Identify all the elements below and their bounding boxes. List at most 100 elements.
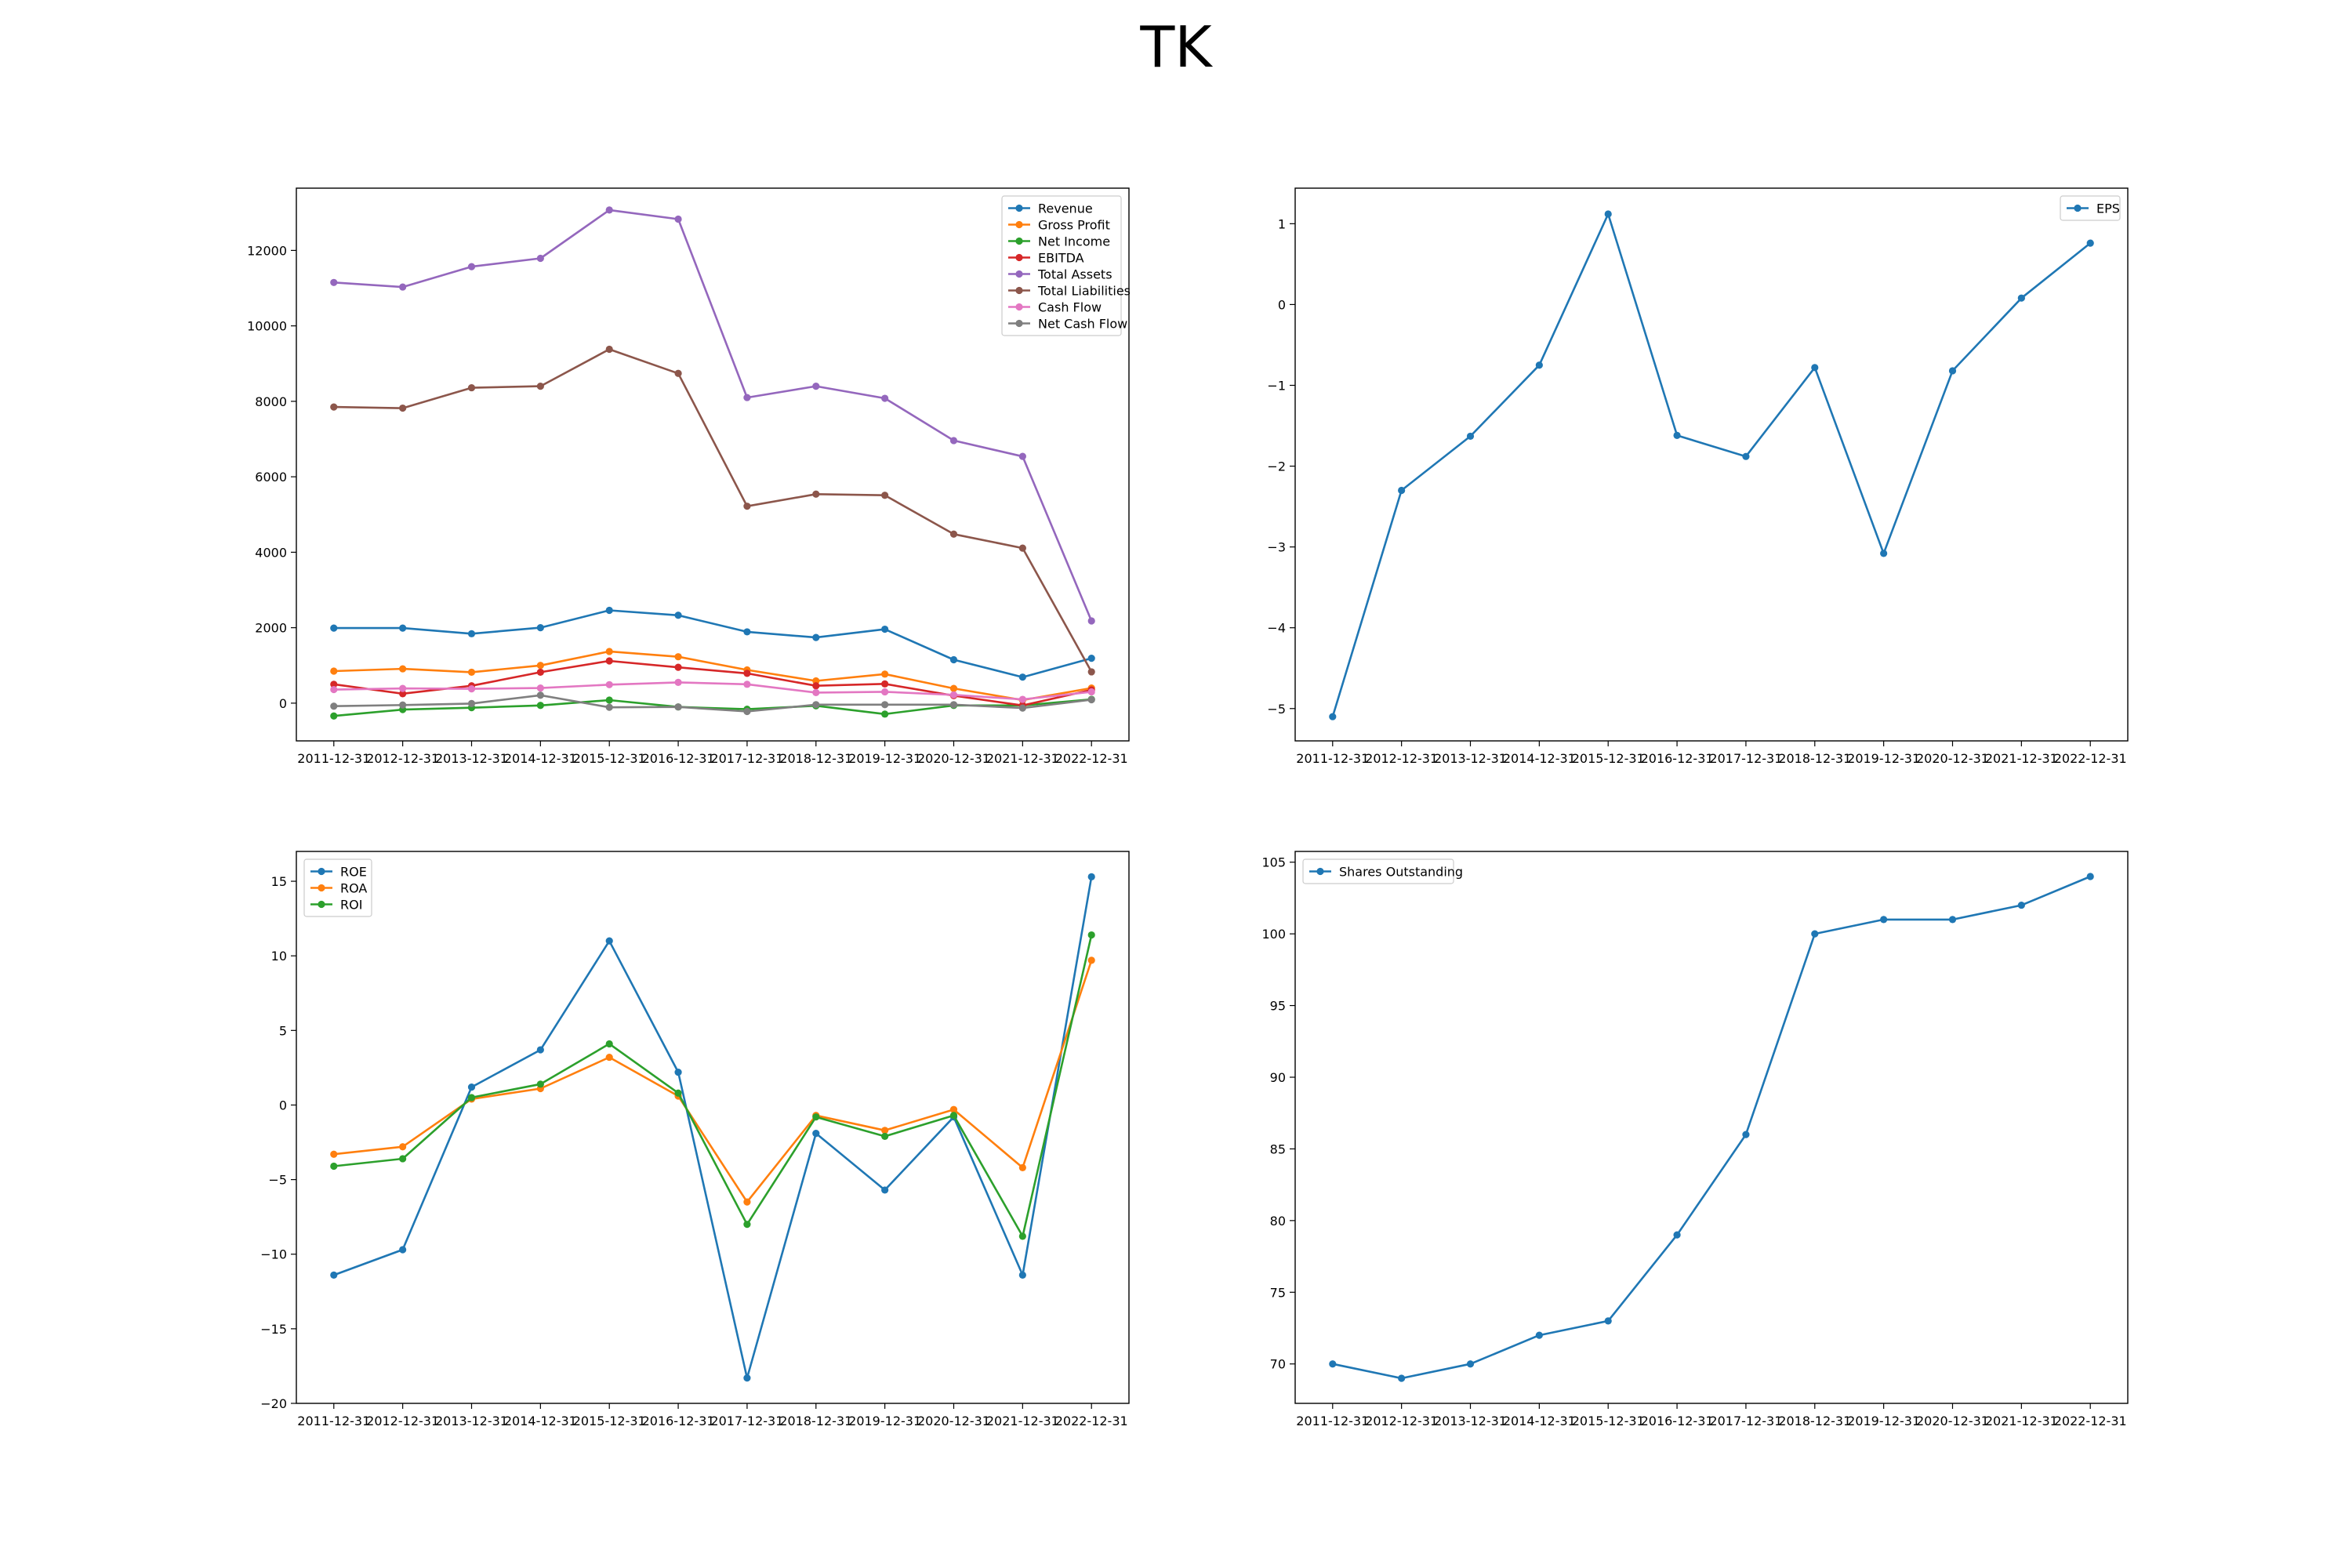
data-point <box>605 681 613 688</box>
x-tick-label: 2012-12-31 <box>366 1414 439 1428</box>
data-point <box>467 263 476 270</box>
legend-marker <box>1015 204 1023 212</box>
data-point <box>1604 1317 1612 1325</box>
x-tick-label: 2018-12-31 <box>779 1414 852 1428</box>
data-point <box>674 215 682 223</box>
data-point <box>1018 704 1026 712</box>
data-point <box>330 624 338 632</box>
x-tick-label: 2016-12-31 <box>1641 1414 1714 1428</box>
data-point <box>605 696 613 704</box>
data-point <box>467 630 476 637</box>
data-point <box>399 684 407 692</box>
legend-marker <box>1015 303 1023 311</box>
data-point <box>1329 713 1337 720</box>
data-point <box>1880 916 1888 924</box>
data-point <box>674 1069 682 1076</box>
data-point <box>467 684 476 693</box>
x-tick-label: 2018-12-31 <box>779 751 852 766</box>
data-point <box>330 403 338 411</box>
legend-marker <box>1316 867 1324 876</box>
x-tick-label: 2020-12-31 <box>1916 751 1989 766</box>
data-point <box>467 1083 476 1091</box>
data-point <box>467 1094 476 1102</box>
y-tick-label: 0 <box>279 696 287 711</box>
data-point <box>881 701 889 709</box>
series-line-net-cash-flow <box>333 694 1092 713</box>
x-tick-label: 2019-12-31 <box>848 1414 921 1428</box>
x-tick-label: 2020-12-31 <box>917 1414 990 1428</box>
y-tick-label: −15 <box>260 1322 287 1337</box>
x-tick-label: 2017-12-31 <box>710 751 783 766</box>
series-line-gross-profit <box>333 650 1092 702</box>
x-tick-label: 2019-12-31 <box>1847 751 1920 766</box>
data-point <box>399 665 407 673</box>
data-point <box>1087 668 1095 676</box>
chart-shares-outstanding: 2011-12-312012-12-312013-12-312014-12-31… <box>1261 851 2129 1428</box>
x-tick-label: 2021-12-31 <box>1985 751 2058 766</box>
data-point <box>399 283 407 291</box>
data-point <box>1018 1163 1026 1171</box>
y-tick-label: 5 <box>279 1023 287 1038</box>
data-point <box>881 1132 889 1141</box>
x-tick-label: 2014-12-31 <box>1503 751 1576 766</box>
axes-frame <box>296 851 1130 1404</box>
data-point <box>536 662 544 670</box>
data-point <box>949 701 958 709</box>
x-tick-label: 2013-12-31 <box>435 751 508 766</box>
data-point <box>881 1186 889 1194</box>
legend-label: ROE <box>340 865 367 880</box>
data-point <box>1087 956 1095 964</box>
y-tick-label: −5 <box>1267 702 1286 717</box>
data-point <box>674 653 682 661</box>
data-point <box>881 625 889 633</box>
legend-label: Net Income <box>1038 234 1110 249</box>
data-point <box>536 684 544 692</box>
data-point <box>743 1374 751 1382</box>
data-point <box>881 492 889 499</box>
data-point <box>536 254 544 263</box>
data-point <box>605 206 613 214</box>
legend-marker <box>2074 204 2082 212</box>
x-tick-label: 2019-12-31 <box>1847 1414 1920 1428</box>
data-point <box>536 624 544 632</box>
series-line-total-liabilities <box>333 348 1093 673</box>
axes-frame <box>296 187 1130 742</box>
chart-returns: 2011-12-312012-12-312013-12-312014-12-31… <box>260 851 1130 1428</box>
data-point <box>399 690 407 698</box>
y-tick-label: −3 <box>1267 540 1286 555</box>
data-point <box>743 681 751 688</box>
y-tick-label: −1 <box>1267 378 1286 393</box>
y-tick-label: 0 <box>279 1098 287 1112</box>
data-point <box>1673 431 1681 439</box>
data-point <box>1398 1374 1406 1382</box>
data-point <box>1948 916 1957 924</box>
x-tick-label: 2021-12-31 <box>986 1414 1059 1428</box>
x-tick-label: 2014-12-31 <box>504 1414 577 1428</box>
series-line-net-income <box>333 698 1092 717</box>
y-tick-label: −10 <box>260 1247 287 1262</box>
y-tick-label: 105 <box>1261 855 1286 870</box>
x-tick-label: 2016-12-31 <box>1641 751 1714 766</box>
x-tick-label: 2014-12-31 <box>1503 1414 1576 1428</box>
data-point <box>1018 695 1026 703</box>
data-point <box>399 404 407 412</box>
data-point <box>1018 1232 1026 1240</box>
y-tick-label: 10 <box>271 949 287 964</box>
data-point <box>605 606 613 615</box>
data-point <box>1087 695 1095 704</box>
data-point <box>674 703 682 711</box>
data-point <box>399 1246 407 1254</box>
chart-eps: 2011-12-312012-12-312013-12-312014-12-31… <box>1267 187 2129 766</box>
data-point <box>743 503 751 510</box>
y-tick-label: 12000 <box>247 243 287 258</box>
data-point <box>330 702 338 710</box>
data-point <box>881 680 889 688</box>
data-point <box>812 490 820 498</box>
data-point <box>467 699 476 707</box>
y-tick-label: 85 <box>1270 1142 1286 1156</box>
data-point <box>949 437 958 445</box>
x-tick-label: 2022-12-31 <box>2054 751 2127 766</box>
series-line-roe <box>333 877 1093 1379</box>
data-point <box>536 1046 544 1054</box>
